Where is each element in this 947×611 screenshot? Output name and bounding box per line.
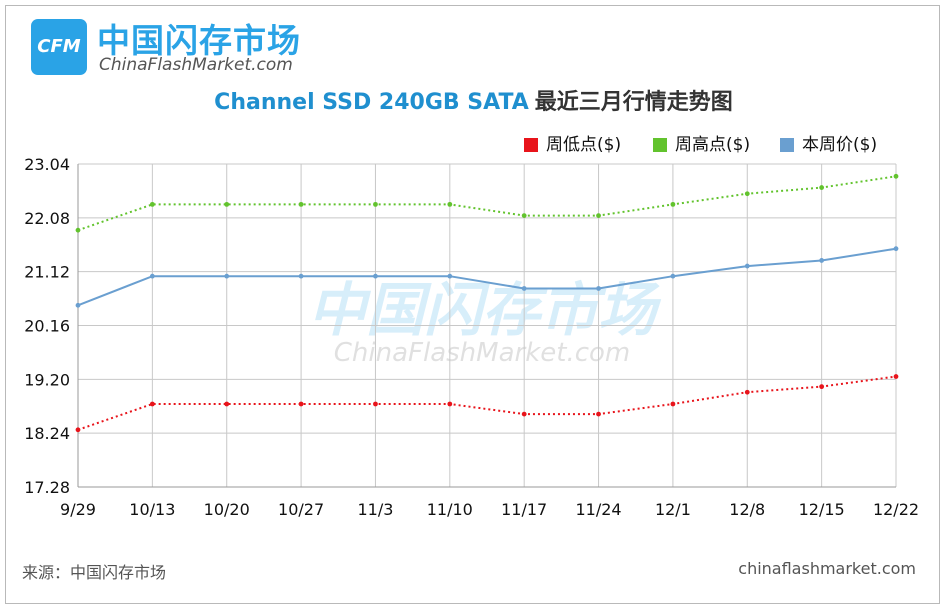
x-tick-label: 9/29 — [60, 500, 96, 519]
series-point-2 — [744, 263, 750, 269]
series-point-1 — [670, 201, 676, 207]
series-point-0 — [744, 389, 750, 395]
series-point-1 — [373, 201, 378, 207]
series-point-0 — [224, 401, 230, 407]
x-tick-label: 11/10 — [427, 500, 473, 519]
watermark: 中国闪存市场 ChinaFlashMarket.com — [308, 276, 662, 368]
series-point-2 — [373, 273, 378, 279]
chart-title-sub: 最近三月行情走势图 — [534, 90, 733, 115]
y-tick-label: 18.24 — [24, 424, 70, 443]
y-tick-label: 19.20 — [24, 370, 70, 389]
series-point-0 — [149, 401, 155, 407]
series-point-0 — [819, 384, 825, 390]
series-point-1 — [447, 201, 453, 207]
series-point-0 — [75, 427, 81, 433]
legend-swatch-2 — [780, 138, 794, 152]
series-point-1 — [744, 191, 750, 197]
series-point-0 — [373, 401, 378, 407]
series-point-0 — [298, 401, 304, 407]
x-tick-label: 11/17 — [501, 500, 547, 519]
axes: 23.04 22.08 21.12 20.16 19.20 18.24 17.28 9/29 1… — [24, 155, 919, 519]
series-point-0 — [447, 401, 453, 407]
x-tick-label: 12/8 — [729, 500, 765, 519]
x-tick-label: 12/15 — [799, 500, 845, 519]
series-layer — [75, 173, 899, 433]
series-point-2 — [447, 273, 453, 279]
grid — [77, 163, 897, 488]
series-point-1 — [893, 173, 899, 179]
series-point-1 — [298, 201, 304, 207]
legend: 周低点($) 周高点($) 本周价($) — [524, 135, 877, 155]
chart-frame — [5, 5, 940, 604]
brand-name-cn: 中国闪存市场 — [97, 21, 301, 60]
series-point-0 — [521, 411, 527, 417]
watermark-en: ChinaFlashMarket.com — [334, 338, 631, 368]
y-tick-label: 23.04 — [24, 155, 70, 174]
series-line-0 — [77, 375, 897, 431]
series-point-2 — [149, 273, 155, 279]
series-line-1 — [77, 175, 897, 232]
series-point-1 — [75, 227, 81, 233]
logo-mark: CFM — [31, 19, 87, 75]
x-tick-label: 11/24 — [575, 500, 621, 519]
legend-label-1: 周高点($) — [675, 135, 750, 155]
x-tick-label: 10/20 — [204, 500, 250, 519]
legend-swatch-0 — [524, 138, 538, 152]
series-point-1 — [149, 201, 155, 207]
x-tick-label: 12/22 — [873, 500, 919, 519]
brand-name-en: ChinaFlashMarket.com — [99, 55, 293, 75]
series-point-2 — [298, 273, 304, 279]
x-tick-label: 11/3 — [357, 500, 393, 519]
x-tick-label: 12/1 — [655, 500, 691, 519]
footer-site: chinaflashmarket.com — [738, 559, 916, 578]
chart-title: Channel SSD 240GB SATA 最近三月行情走势图 — [0, 84, 947, 116]
series-point-0 — [893, 374, 899, 379]
series-point-1 — [224, 201, 230, 207]
series-point-0 — [596, 411, 601, 417]
series-point-2 — [521, 286, 527, 291]
footer-source: 来源：中国闪存市场 — [22, 563, 167, 582]
y-tick-label: 22.08 — [24, 209, 70, 228]
series-point-2 — [596, 286, 601, 291]
series-point-1 — [819, 185, 825, 190]
series-point-2 — [819, 258, 825, 263]
series-point-2 — [224, 273, 230, 279]
series-point-2 — [75, 302, 81, 308]
chart-title-main: Channel SSD 240GB SATA — [214, 90, 529, 115]
series-point-2 — [893, 246, 899, 252]
series-point-1 — [596, 213, 601, 218]
x-tick-label: 10/13 — [129, 500, 175, 519]
y-tick-label: 17.28 — [24, 478, 70, 497]
series-point-0 — [670, 401, 676, 407]
series-point-2 — [670, 273, 676, 279]
x-tick-label: 10/27 — [278, 500, 324, 519]
y-tick-label: 21.12 — [24, 263, 70, 282]
legend-label-2: 本周价($) — [802, 135, 877, 155]
legend-label-0: 周低点($) — [546, 135, 621, 155]
legend-swatch-1 — [653, 138, 667, 152]
series-line-2 — [77, 247, 897, 307]
y-tick-label: 20.16 — [24, 317, 70, 336]
series-point-1 — [521, 213, 527, 218]
